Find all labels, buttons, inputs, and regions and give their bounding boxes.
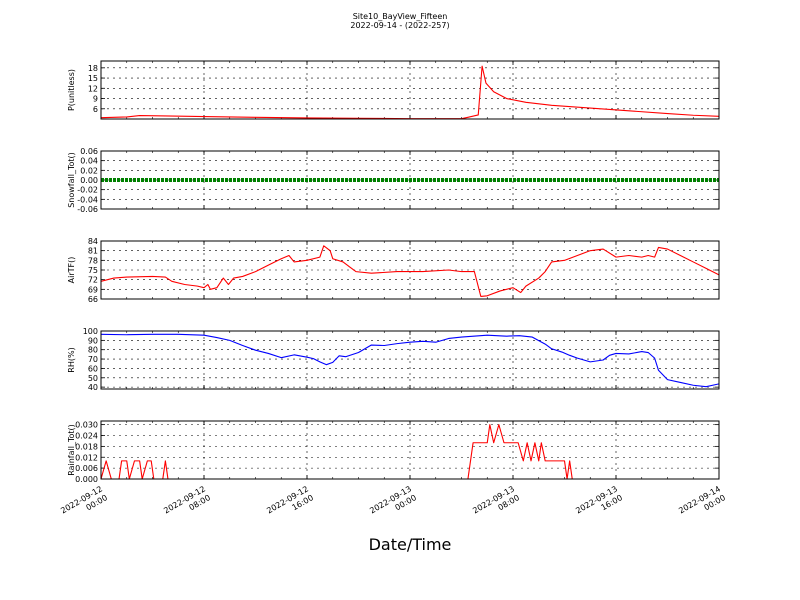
panel-snow: -0.06-0.04-0.020.000.020.040.06 Snowfall_… <box>67 147 720 214</box>
y-tick-label: 60 <box>88 364 98 373</box>
chart-title: Site10_BayView_Fifteen <box>353 12 448 21</box>
y-tick-label: 0.012 <box>75 453 98 462</box>
y-tick-label: 80 <box>88 346 98 355</box>
axes-frame <box>100 420 720 480</box>
chart-subtitle: 2022-09-14 - (2022-257) <box>350 21 449 30</box>
y-tick-label: -0.02 <box>77 186 98 195</box>
y-tick-label: 69 <box>88 285 98 294</box>
y-tick-label: 15 <box>88 74 98 83</box>
y-tick-label: 75 <box>88 266 98 275</box>
y-tick-label: 0.024 <box>75 432 98 441</box>
axes-frame <box>100 150 720 210</box>
y-tick-label: 0.02 <box>80 166 98 175</box>
y-tick-label: 81 <box>88 247 98 256</box>
y-axis-label: Snowfall_Tot() <box>67 152 76 208</box>
series-line-rain <box>101 424 719 479</box>
y-tick-label: 50 <box>88 374 98 383</box>
y-tick-label: -0.04 <box>77 195 98 204</box>
y-axis-label: RH(%) <box>67 347 76 372</box>
x-axis-label: Date/Time <box>369 535 452 554</box>
panels: 69121518P(unitless)-0.06-0.04-0.020.000.… <box>67 60 720 484</box>
y-tick-label: 100 <box>83 327 98 336</box>
y-tick-label: 40 <box>88 383 98 392</box>
y-tick-label: 84 <box>88 237 98 246</box>
series-line-airt <box>101 245 719 297</box>
axes-frame <box>100 330 720 390</box>
y-tick-label: 18 <box>88 64 98 73</box>
y-tick-label: 0.00 <box>80 176 98 185</box>
y-tick-label: 0.000 <box>75 475 98 484</box>
y-tick-label: 0.04 <box>80 157 98 166</box>
series-line-rh <box>101 333 719 388</box>
y-tick-label: 6 <box>93 105 98 114</box>
y-tick-label: 0.06 <box>80 147 98 156</box>
series-line-p <box>101 65 719 119</box>
y-tick-label: 78 <box>88 256 98 265</box>
y-axis-label: Rainfall_Tot() <box>67 424 76 476</box>
axes-frame <box>100 240 720 300</box>
axes-frame <box>100 60 720 120</box>
y-tick-label: 66 <box>88 295 98 304</box>
y-tick-label: 0.018 <box>75 442 98 451</box>
y-tick-label: 0.006 <box>75 464 98 473</box>
y-axis-label: P(unitless) <box>67 69 76 111</box>
y-tick-label: 70 <box>88 355 98 364</box>
y-tick-label: 72 <box>88 276 98 285</box>
y-tick-label: 9 <box>93 95 98 104</box>
y-tick-label: 12 <box>88 84 98 93</box>
y-tick-label: 0.030 <box>75 421 98 430</box>
y-tick-label: -0.06 <box>77 205 98 214</box>
y-tick-label: 90 <box>88 336 98 345</box>
y-axis-label: AirTF() <box>67 257 76 284</box>
